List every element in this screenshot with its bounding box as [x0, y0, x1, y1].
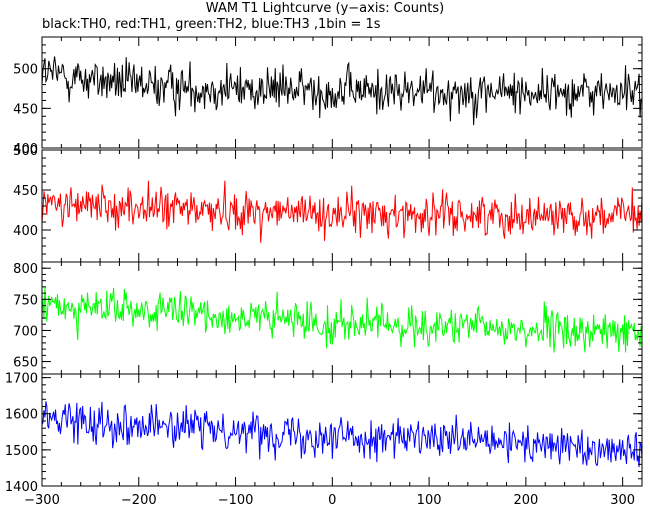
y-tick-label: 750 — [13, 293, 38, 308]
x-tick-label: 200 — [513, 493, 538, 505]
y-tick-label: 800 — [13, 262, 38, 277]
y-tick-label: 700 — [13, 324, 38, 339]
x-tick-label: 0 — [328, 493, 336, 505]
y-tick-label: 500 — [13, 63, 38, 78]
x-tick-label: −200 — [121, 493, 157, 505]
y-tick-label: 400 — [13, 224, 38, 239]
y-tick-label: 400 — [13, 142, 38, 157]
x-tick-label: 300 — [610, 493, 635, 505]
series-th2 — [42, 286, 642, 353]
chart-subtitle: black:TH0, red:TH1, green:TH2, blue:TH3 … — [42, 17, 381, 32]
y-tick-label: 650 — [13, 356, 38, 371]
y-tick-label: 1700 — [5, 372, 38, 387]
x-tick-label: −100 — [218, 493, 254, 505]
series-th3 — [42, 401, 642, 468]
y-tick-label: 1600 — [5, 408, 38, 423]
y-tick-label: 450 — [13, 184, 38, 199]
y-tick-label: 1400 — [5, 480, 38, 495]
panel-frame-th3 — [41, 373, 643, 487]
x-tick-label: 100 — [417, 493, 442, 505]
y-tick-label: 500 — [13, 144, 38, 159]
x-tick-label: −300 — [24, 493, 60, 505]
y-tick-label: 1500 — [5, 444, 38, 459]
y-tick-label: 450 — [13, 102, 38, 117]
chart-title: WAM T1 Lightcurve (y−axis: Counts) — [205, 1, 445, 16]
series-th1 — [42, 180, 642, 243]
series-th0 — [42, 56, 642, 126]
